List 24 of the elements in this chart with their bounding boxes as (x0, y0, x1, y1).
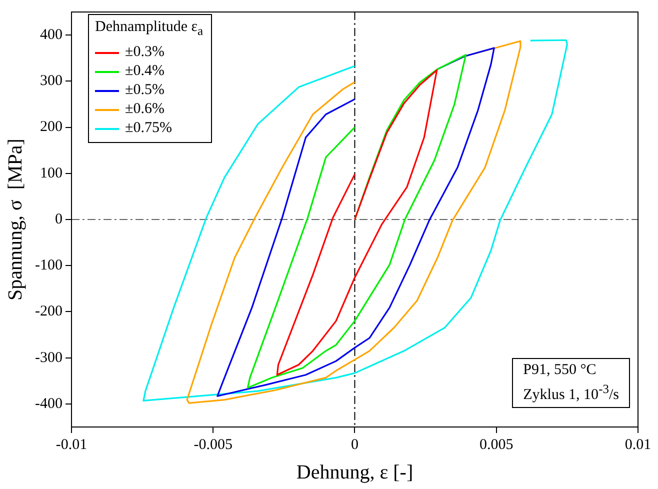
x-tick-label: -0.005 (194, 436, 232, 453)
legend-title: Dehnamplitude ε$_{a}$ (95, 18, 204, 40)
x-tick-label: 0.005 (480, 436, 514, 453)
y-tick-label: 0 (54, 211, 62, 228)
x-tick-label: 0 (351, 436, 358, 453)
x-tick-label: -0.01 (56, 436, 88, 453)
legend-label: ±0.3% (125, 43, 164, 62)
y-tick-label: -400 (34, 396, 62, 412)
y-axis-title: Spannung, σ [MPa] (4, 138, 26, 300)
annotation: Zyklus 1, 10$^{-3}$/s (523, 381, 619, 405)
y-tick-label: 300 (40, 73, 62, 90)
legend-label: ±0.6% (125, 100, 164, 119)
y-tick-label: -100 (34, 258, 62, 274)
legend-label: ±0.5% (125, 81, 164, 100)
legend-label: ±0.4% (125, 62, 164, 81)
annotation: P91, 550 °C (523, 361, 598, 380)
legend-label: ±0.75% (125, 119, 172, 138)
x-axis-title: Dehnung, ε [-] (296, 461, 414, 484)
x-tick-label: 0.01 (624, 436, 652, 453)
y-tick-label: 200 (40, 119, 62, 136)
y-tick-label: -200 (34, 304, 62, 320)
y-tick-label: 400 (40, 26, 62, 43)
y-tick-label: -300 (34, 350, 62, 366)
y-tick-label: 100 (40, 165, 62, 182)
